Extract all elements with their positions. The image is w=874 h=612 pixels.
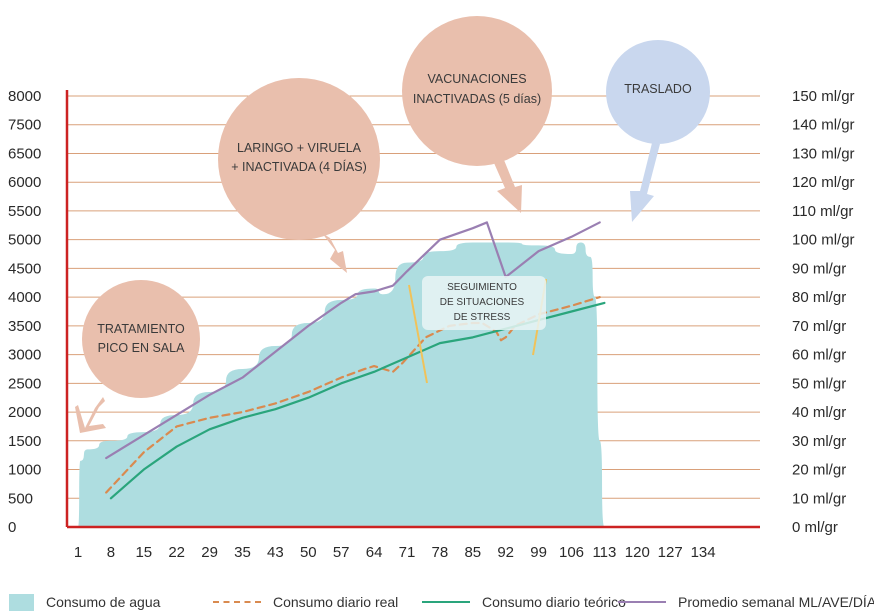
y-tick-left: 5500 <box>8 203 41 220</box>
tick-labels: 0 0 ml/gr 500 10 ml/gr 1000 20 ml/gr 1500 30 ml… <box>8 88 855 561</box>
y-tick-left: 2500 <box>8 375 41 392</box>
annotation-arrow <box>630 143 660 222</box>
annotation-arrow <box>75 397 106 433</box>
x-tick: 64 <box>366 544 383 561</box>
y-tick-right: 100 ml/gr <box>792 232 855 249</box>
annotation-text: VACUNACIONES <box>427 72 526 86</box>
y-tick-right: 150 ml/gr <box>792 88 855 105</box>
bubble-circle <box>402 16 552 166</box>
x-tick: 1 <box>74 544 82 561</box>
y-tick-right: 0 ml/gr <box>792 519 838 536</box>
stress-label-box <box>422 276 546 330</box>
y-tick-right: 10 ml/gr <box>792 490 846 507</box>
y-tick-right: 80 ml/gr <box>792 289 846 306</box>
legend-item-consumo-agua: Consumo de agua <box>9 592 160 612</box>
y-tick-left: 4500 <box>8 260 41 277</box>
x-tick: 127 <box>658 544 683 561</box>
y-tick-right: 140 ml/gr <box>792 117 855 134</box>
y-tick-left: 3500 <box>8 318 41 335</box>
axes <box>65 90 760 529</box>
annotation-bubbles: TRATAMIENTO PICO EN SALA LARINGO + VIRUELA… <box>75 16 710 433</box>
y-tick-left: 0 <box>8 519 16 536</box>
bubble-circle <box>82 280 200 398</box>
legend-label: Consumo diario teórico <box>482 594 626 610</box>
x-tick: 29 <box>201 544 218 561</box>
legend-item-promedio-semanal: Promedio semanal ML/AVE/DÍA <box>618 592 874 612</box>
stress-label-text: SEGUIMIENTO <box>447 282 517 293</box>
x-tick: 22 <box>168 544 185 561</box>
annotation-text: LARINGO + VIRUELA <box>237 141 362 155</box>
line-consumo-diario-real <box>105 296 601 494</box>
x-tick: 8 <box>107 544 115 561</box>
y-tick-left: 6500 <box>8 145 41 162</box>
y-tick-left: 1500 <box>8 433 41 450</box>
x-tick: 92 <box>497 544 514 561</box>
y-tick-left: 8000 <box>8 88 41 105</box>
annotation-arrow <box>494 160 522 213</box>
annotation-text: TRATAMIENTO <box>97 322 185 336</box>
y-tick-left: 1000 <box>8 462 41 479</box>
annotation-bubble: VACUNACIONES INACTIVADAS (5 días) <box>402 16 552 213</box>
y-tick-right: 90 ml/gr <box>792 260 846 277</box>
y-tick-right: 120 ml/gr <box>792 174 855 191</box>
annotation-text: TRASLADO <box>624 82 692 96</box>
y-tick-left: 5000 <box>8 232 41 249</box>
y-tick-right: 70 ml/gr <box>792 318 846 335</box>
legend-label: Consumo diario real <box>273 594 399 610</box>
x-tick: 35 <box>234 544 251 561</box>
x-tick: 85 <box>464 544 481 561</box>
y-tick-right: 60 ml/gr <box>792 347 846 364</box>
legend-swatch-area <box>9 593 34 611</box>
x-tick: 43 <box>267 544 284 561</box>
x-tick: 15 <box>135 544 152 561</box>
x-tick: 134 <box>691 544 716 561</box>
stress-label: SEGUIMIENTO DE SITUACIONES DE STRESS <box>422 276 546 330</box>
annotation-bubble: TRATAMIENTO PICO EN SALA <box>75 280 200 433</box>
annotation-bubble: LARINGO + VIRUELA + INACTIVADA (4 DÍAS) <box>218 78 380 273</box>
x-tick: 120 <box>625 544 650 561</box>
y-tick-right: 110 ml/gr <box>792 203 853 220</box>
legend-item-consumo-teorico: Consumo diario teórico <box>422 592 626 612</box>
y-tick-left: 4000 <box>8 289 41 306</box>
y-tick-right: 50 ml/gr <box>792 375 846 392</box>
annotation-arrow <box>322 233 347 273</box>
y-tick-right: 40 ml/gr <box>792 404 846 421</box>
x-tick: 113 <box>592 544 616 561</box>
annotation-text: PICO EN SALA <box>98 341 185 355</box>
y-tick-left: 6000 <box>8 174 41 191</box>
legend: Consumo de agua Consumo diario real Cons… <box>0 592 874 612</box>
x-tick: 57 <box>333 544 350 561</box>
bubble-circle <box>606 40 710 144</box>
x-tick: 106 <box>559 544 584 561</box>
stress-label-text: DE SITUACIONES <box>440 297 525 308</box>
bubble-circle <box>218 78 380 240</box>
legend-label: Consumo de agua <box>46 594 161 610</box>
legend-swatch-green <box>422 601 470 603</box>
stress-marker <box>408 284 428 384</box>
x-tick: 71 <box>399 544 416 561</box>
annotation-bubble: TRASLADO <box>606 40 710 222</box>
x-tick: 78 <box>432 544 449 561</box>
y-tick-left: 7500 <box>8 117 41 134</box>
y-tick-right: 30 ml/gr <box>792 433 846 450</box>
annotation-text: + INACTIVADA (4 DÍAS) <box>231 159 367 174</box>
y-tick-right: 20 ml/gr <box>792 462 846 479</box>
y-tick-right: 130 ml/gr <box>792 145 855 162</box>
y-tick-left: 500 <box>8 490 33 507</box>
y-tick-left: 3000 <box>8 347 41 364</box>
legend-swatch-purple <box>618 601 666 603</box>
stress-label-text: DE STRESS <box>454 312 511 323</box>
legend-swatch-dashed <box>213 601 261 603</box>
legend-label: Promedio semanal ML/AVE/DÍA <box>678 594 874 610</box>
y-tick-left: 2000 <box>8 404 41 421</box>
x-tick: 50 <box>300 544 317 561</box>
legend-item-consumo-real: Consumo diario real <box>213 592 398 612</box>
x-tick: 99 <box>530 544 547 561</box>
annotation-text: INACTIVADAS (5 días) <box>413 92 541 106</box>
